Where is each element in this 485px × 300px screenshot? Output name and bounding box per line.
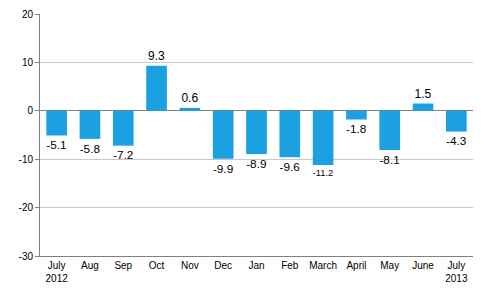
- svg-text:July2012: July2012: [46, 260, 69, 284]
- svg-text:0.6: 0.6: [181, 91, 198, 105]
- svg-text:Aug: Aug: [81, 260, 99, 271]
- svg-text:-7.2: -7.2: [113, 148, 133, 161]
- svg-text:Dec: Dec: [214, 260, 232, 271]
- svg-text:June: June: [412, 260, 434, 271]
- svg-text:April: April: [346, 260, 366, 271]
- svg-text:-11.2: -11.2: [313, 168, 333, 178]
- svg-text:0: 0: [27, 105, 33, 116]
- svg-text:20: 20: [22, 9, 34, 20]
- svg-text:-1.8: -1.8: [346, 122, 367, 135]
- svg-text:March: March: [309, 260, 337, 271]
- svg-text:May: May: [380, 260, 399, 271]
- svg-text:-9.9: -9.9: [213, 162, 233, 175]
- svg-text:-20: -20: [19, 202, 34, 213]
- svg-text:-9.6: -9.6: [279, 160, 300, 173]
- svg-text:Nov: Nov: [181, 260, 199, 271]
- svg-text:10: 10: [22, 57, 34, 68]
- svg-text:-8.1: -8.1: [379, 153, 399, 166]
- svg-text:-5.1: -5.1: [46, 138, 66, 151]
- svg-text:July2013: July2013: [445, 260, 468, 284]
- svg-text:-4.3: -4.3: [446, 134, 467, 147]
- svg-text:Feb: Feb: [281, 260, 299, 271]
- svg-text:-5.8: -5.8: [80, 142, 101, 155]
- svg-text:9.3: 9.3: [148, 49, 165, 63]
- svg-text:-30: -30: [19, 251, 34, 262]
- svg-text:-8.9: -8.9: [246, 157, 266, 171]
- svg-text:Jan: Jan: [248, 260, 264, 271]
- svg-text:Oct: Oct: [149, 260, 165, 271]
- svg-text:1.5: 1.5: [415, 87, 432, 101]
- svg-text:Sep: Sep: [114, 260, 132, 271]
- svg-text:-10: -10: [19, 154, 34, 165]
